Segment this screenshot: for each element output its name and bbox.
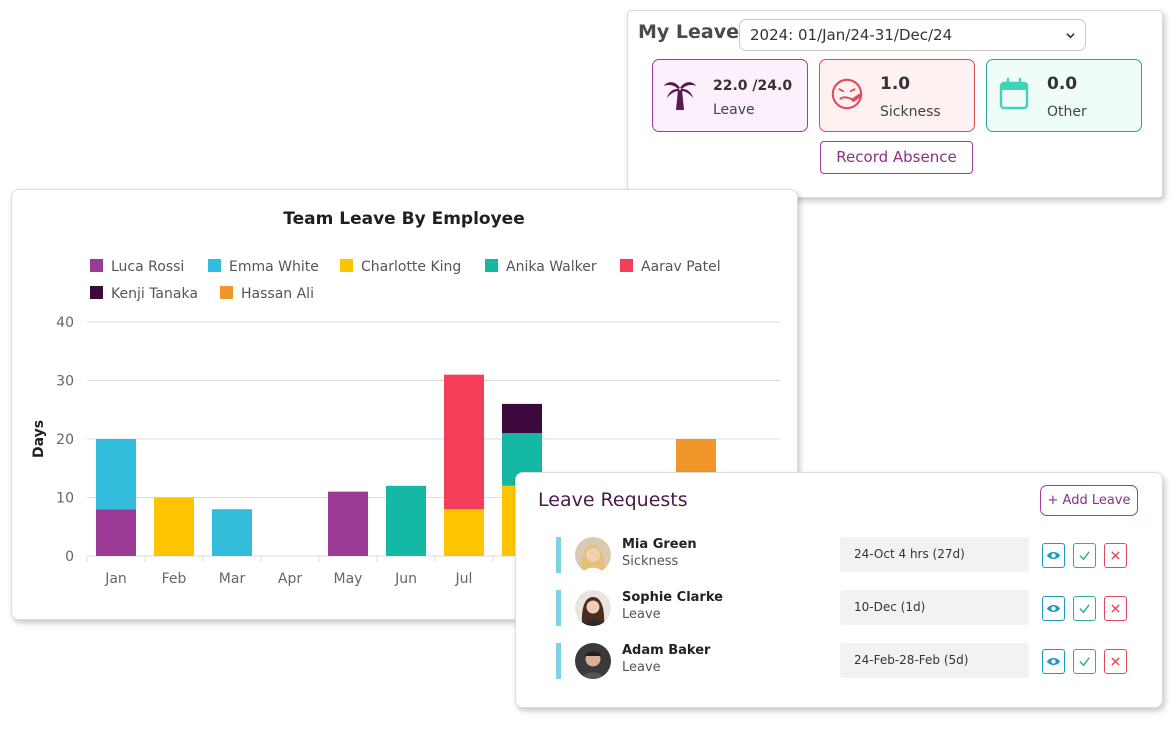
- legend-label: Luca Rossi: [111, 259, 184, 275]
- y-tick-label: 40: [56, 315, 74, 331]
- sickness-balance-value: 1.0: [880, 74, 911, 94]
- bar-segment: [444, 374, 484, 510]
- legend-label: Charlotte King: [361, 259, 461, 275]
- leave-type: Leave: [622, 607, 661, 622]
- record-absence-button[interactable]: Record Absence: [820, 141, 973, 174]
- bar-segment: [96, 439, 136, 510]
- legend-label: Anika Walker: [506, 259, 597, 275]
- legend-label: Hassan Ali: [241, 286, 314, 302]
- legend-swatch: [90, 259, 103, 272]
- avatar: [575, 537, 611, 573]
- close-icon: [1111, 551, 1120, 560]
- my-leave-panel: My Leave 2024: 01/Jan/24-31/Dec/24 22.0 …: [627, 10, 1163, 198]
- other-balance-value: 0.0: [1047, 74, 1078, 94]
- view-request-button[interactable]: [1042, 543, 1065, 568]
- approve-request-button[interactable]: [1073, 596, 1096, 621]
- calendar-icon: [999, 77, 1029, 110]
- legend-swatch: [620, 259, 633, 272]
- check-icon: [1079, 604, 1090, 614]
- y-tick-label: 0: [65, 549, 74, 565]
- other-balance-label: Other: [1047, 104, 1087, 120]
- legend-swatch: [208, 259, 221, 272]
- legend-swatch: [485, 259, 498, 272]
- x-tick-label: Mar: [219, 571, 246, 587]
- employee-name: Sophie Clarke: [622, 590, 723, 605]
- y-tick-label: 30: [56, 374, 74, 390]
- chart-title: Team Leave By Employee: [283, 209, 524, 229]
- leave-type: Leave: [622, 660, 661, 675]
- leave-requests-title: Leave Requests: [538, 489, 688, 511]
- y-tick-label: 20: [56, 432, 74, 448]
- add-leave-button[interactable]: + Add Leave: [1040, 485, 1138, 516]
- legend-swatch: [340, 259, 353, 272]
- bar-segment: [96, 509, 136, 556]
- sickness-balance-label: Sickness: [880, 104, 941, 120]
- sickness-balance-box[interactable]: 1.0 Sickness: [819, 59, 975, 132]
- leave-dates: 24-Feb-28-Feb (5d): [840, 643, 1029, 678]
- x-tick-label: Jan: [104, 571, 127, 587]
- sick-face-icon: [831, 78, 863, 110]
- x-tick-label: Feb: [162, 571, 187, 587]
- employee-name: Adam Baker: [622, 643, 711, 658]
- bar-segment: [386, 485, 426, 556]
- view-request-button[interactable]: [1042, 649, 1065, 674]
- bar-segment: [328, 491, 368, 556]
- x-tick-label: Apr: [278, 571, 302, 587]
- leave-dates: 24-Oct 4 hrs (27d): [840, 537, 1029, 572]
- x-tick-label: Jun: [394, 571, 417, 587]
- approve-request-button[interactable]: [1073, 649, 1096, 674]
- leave-balance-box[interactable]: 22.0 /24.0 Leave: [652, 59, 808, 132]
- y-axis-label: Days: [31, 420, 47, 458]
- eye-icon: [1046, 551, 1061, 560]
- close-icon: [1111, 604, 1120, 613]
- leave-request-row: Adam Baker Leave 24-Feb-28-Feb (5d): [556, 641, 1136, 681]
- leave-balance-value: 22.0 /24.0: [713, 78, 793, 94]
- bar-segment: [444, 509, 484, 556]
- leave-period-select[interactable]: 2024: 01/Jan/24-31/Dec/24: [739, 19, 1086, 51]
- row-accent-bar: [556, 537, 561, 573]
- check-icon: [1079, 657, 1090, 667]
- reject-request-button[interactable]: [1104, 543, 1127, 568]
- view-request-button[interactable]: [1042, 596, 1065, 621]
- legend-label: Aarav Patel: [641, 259, 721, 275]
- row-accent-bar: [556, 590, 561, 626]
- reject-request-button[interactable]: [1104, 596, 1127, 621]
- employee-name: Mia Green: [622, 537, 697, 552]
- legend-swatch: [90, 286, 103, 299]
- palm-tree-icon: [664, 82, 696, 110]
- bar-segment: [154, 497, 194, 556]
- leave-type: Sickness: [622, 554, 679, 569]
- other-balance-box[interactable]: 0.0 Other: [986, 59, 1142, 132]
- eye-icon: [1046, 604, 1061, 613]
- avatar: [575, 590, 611, 626]
- y-tick-label: 10: [56, 491, 74, 507]
- bar-segment: [212, 509, 252, 556]
- leave-balance-label: Leave: [713, 102, 755, 118]
- my-leave-title: My Leave: [638, 21, 739, 43]
- leave-period-value: 2024: 01/Jan/24-31/Dec/24: [750, 26, 953, 44]
- approve-request-button[interactable]: [1073, 543, 1096, 568]
- reject-request-button[interactable]: [1104, 649, 1127, 674]
- row-accent-bar: [556, 643, 561, 679]
- check-icon: [1079, 551, 1090, 561]
- avatar: [575, 643, 611, 679]
- leave-dates: 10-Dec (1d): [840, 590, 1029, 625]
- leave-request-row: Mia Green Sickness 24-Oct 4 hrs (27d): [556, 535, 1136, 575]
- leave-requests-panel: Leave Requests + Add Leave Mia Green Sic…: [515, 472, 1163, 708]
- leave-request-row: Sophie Clarke Leave 10-Dec (1d): [556, 588, 1136, 628]
- eye-icon: [1046, 657, 1061, 666]
- chevron-down-icon: [1066, 33, 1075, 39]
- legend-swatch: [220, 286, 233, 299]
- close-icon: [1111, 657, 1120, 666]
- legend-label: Emma White: [229, 259, 319, 275]
- x-tick-label: May: [334, 571, 363, 587]
- x-tick-label: Jul: [455, 571, 473, 587]
- legend-label: Kenji Tanaka: [111, 286, 198, 302]
- bar-segment: [502, 403, 542, 434]
